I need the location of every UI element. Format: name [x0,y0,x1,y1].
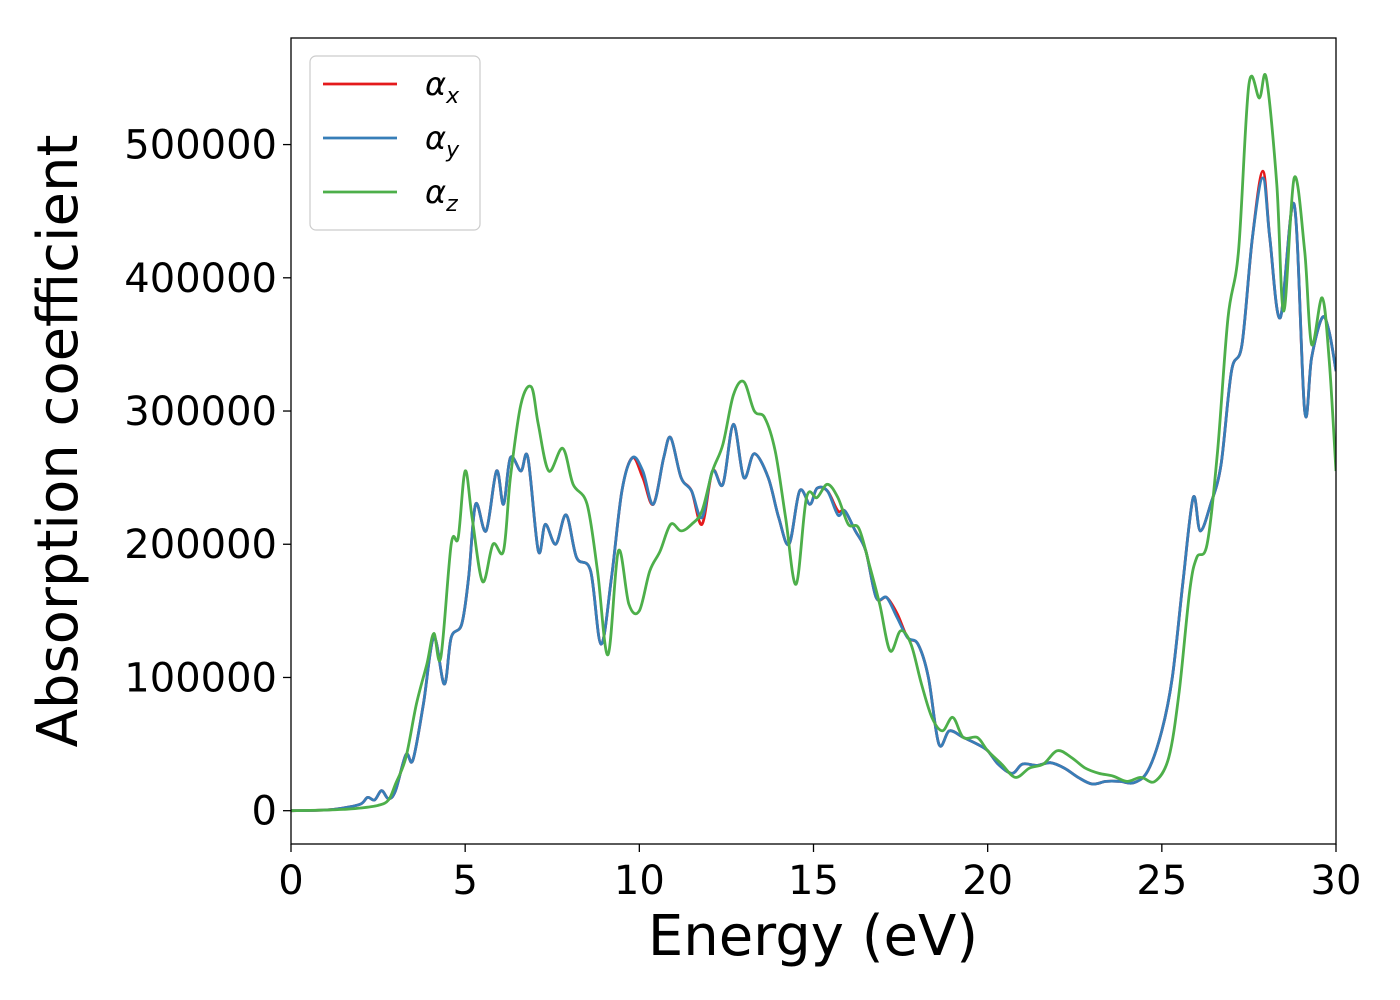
y-tick-label: 300000 [124,389,277,435]
x-tick-label: 20 [962,858,1013,904]
series-line-z [291,73,1336,813]
x-tick-label: 25 [1136,858,1187,904]
legend: αx αy αz [309,55,481,231]
legend-label-z: αz [425,173,458,217]
legend-label-y: αy [425,119,460,163]
y-tick-label: 500000 [124,123,277,169]
y-tick-label: 400000 [124,256,277,302]
x-tick-label: 15 [788,858,839,904]
x-tick-label: 30 [1311,858,1362,904]
y-axis-label: Absorption coefficient [26,135,91,748]
x-axis-label: Energy (eV) [648,904,978,969]
y-axis-ticks: 0 100000 200000 300000 400000 500000 [124,123,291,835]
x-tick-label: 5 [452,858,477,904]
x-tick-label: 10 [614,858,665,904]
series-lines [291,73,1336,813]
legend-label-x: αx [425,65,460,109]
y-tick-label: 0 [252,789,277,835]
x-tick-label: 0 [278,858,303,904]
legend-box [309,55,481,231]
x-axis-ticks: 0 5 10 15 20 25 30 [278,844,1361,904]
y-tick-label: 200000 [124,522,277,568]
y-tick-label: 100000 [124,655,277,701]
series-line-y [291,176,1336,813]
